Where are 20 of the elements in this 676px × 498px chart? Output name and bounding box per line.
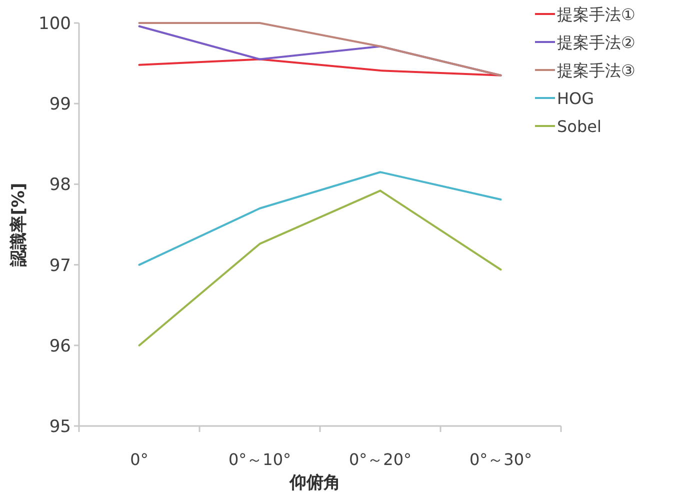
y-tick-label: 98 [49,175,71,196]
x-tick-label: 0°～20° [348,450,412,469]
legend-label: 提案手法① [557,5,636,24]
legend-label: 提案手法② [557,33,636,52]
line-series [138,171,502,266]
x-axis-title: 仰俯角 [288,473,340,493]
legend-label: Sobel [557,117,602,136]
y-tick-label: 96 [49,336,71,356]
y-tick-label: 100 [38,14,71,34]
y-tick-label: 97 [49,256,71,276]
legend-label: 提案手法③ [557,61,636,80]
x-tick-label: 0° [130,450,148,469]
legend-label: HOG [557,89,594,108]
x-tick-label: 0°～10° [228,450,292,469]
x-tick-label: 0°～30° [469,450,532,469]
y-tick-label: 99 [49,94,71,115]
y-tick-label: 95 [49,417,71,437]
y-axis-title: 認識率[%] [9,182,29,268]
line-series [138,58,502,76]
line-series [138,190,502,346]
